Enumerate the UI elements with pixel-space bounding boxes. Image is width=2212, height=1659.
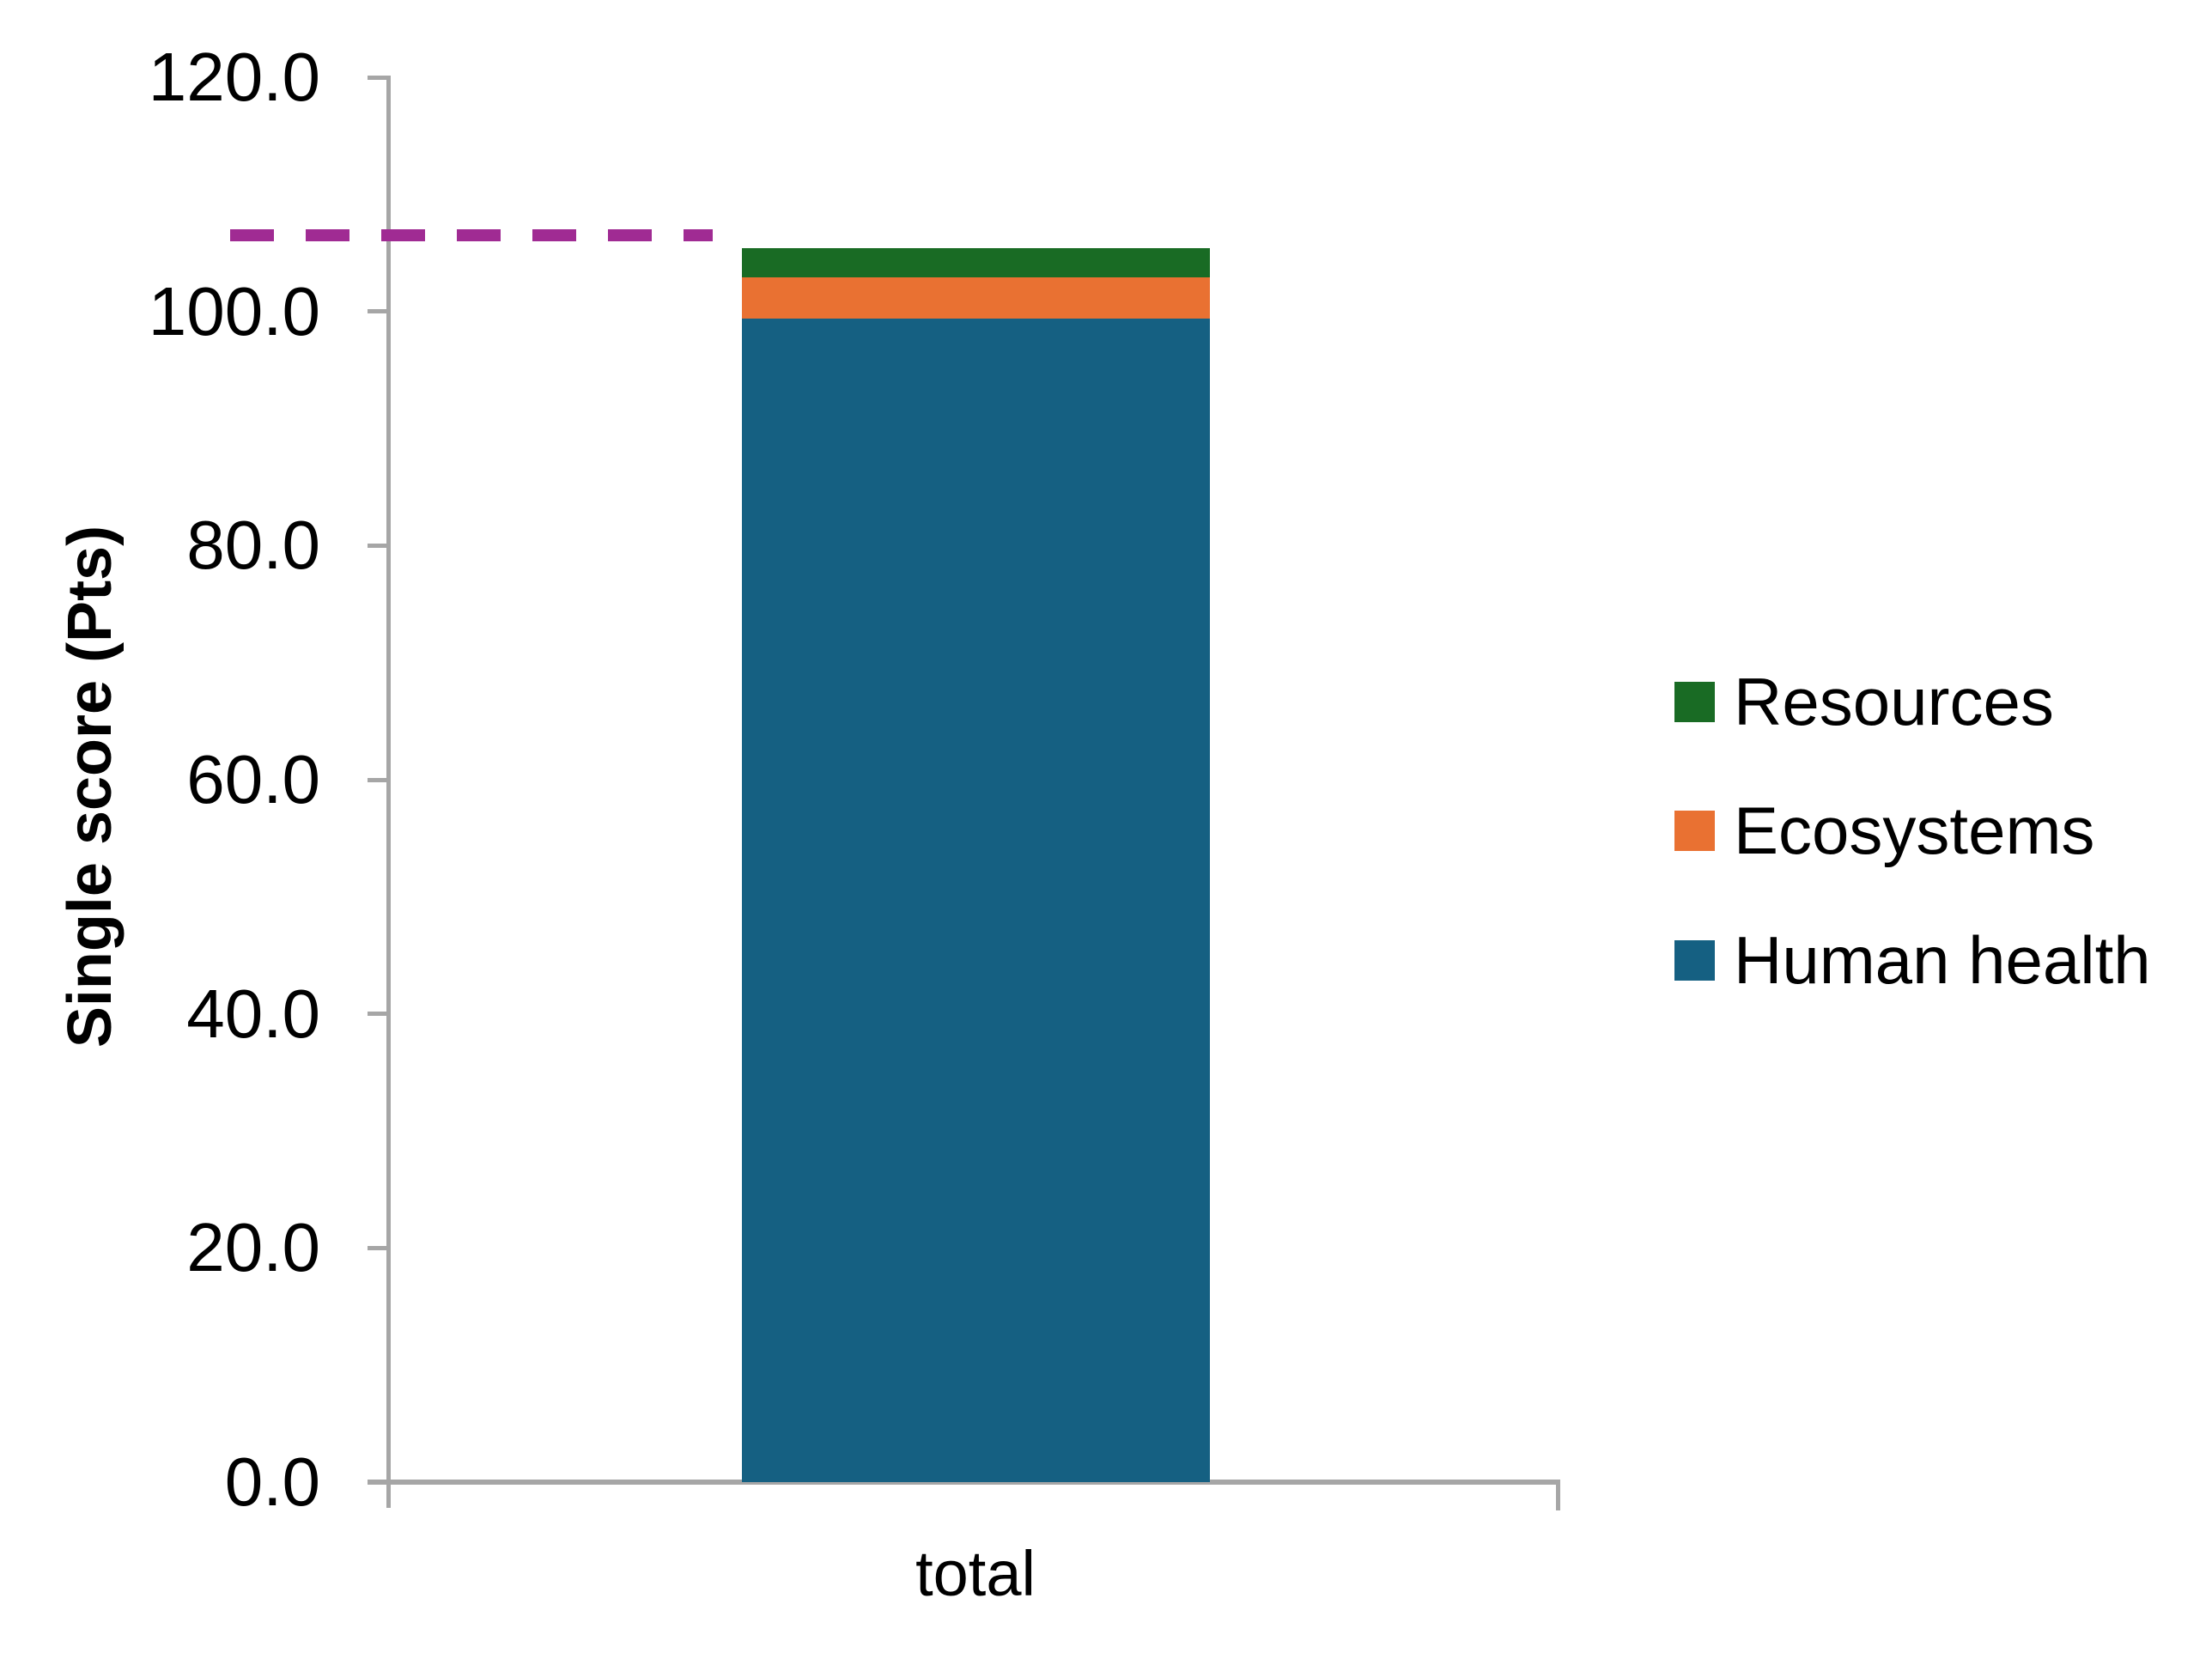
legend-label-resources: Resources — [1734, 664, 2054, 739]
y-tick-label-100.0: 100.0 — [148, 272, 320, 349]
y-tick-label-40.0: 40.0 — [186, 975, 320, 1052]
y-tick-label-120.0: 120.0 — [148, 39, 320, 115]
legend-label-ecosystems: Ecosystems — [1734, 793, 2095, 868]
legend-item-ecosystems: Ecosystems — [1674, 783, 2094, 878]
legend: Resources Ecosystems Human health — [1674, 0, 2207, 1659]
x-category-label: total — [915, 1538, 1036, 1609]
y-tick-mark-20 — [368, 1245, 391, 1250]
y-tick-mark-80 — [368, 543, 391, 548]
legend-swatch-ecosystems — [1674, 810, 1715, 851]
bar-segment-human-health — [741, 318, 1210, 1482]
y-tick-label-80.0: 80.0 — [186, 507, 320, 584]
y-tick-mark-120 — [368, 75, 391, 80]
legend-item-resources: Resources — [1674, 654, 2054, 749]
legend-item-human-health: Human health — [1674, 913, 2151, 1007]
y-axis-line — [386, 76, 391, 1508]
y-tick-label-60.0: 60.0 — [186, 741, 320, 817]
legend-label-human-health: Human health — [1734, 922, 2151, 998]
y-tick-mark-40 — [368, 1012, 391, 1017]
y-tick-label-20.0: 20.0 — [186, 1209, 320, 1286]
y-tick-mark-100 — [368, 309, 391, 314]
legend-swatch-resources — [1674, 681, 1715, 722]
y-tick-label-0.0: 0.0 — [224, 1443, 320, 1520]
reference-dashed-line — [230, 229, 713, 242]
bar-segment-resources — [741, 248, 1210, 278]
x-axis-end-tick — [1556, 1482, 1560, 1510]
legend-swatch-human-health — [1674, 939, 1715, 981]
x-axis-line — [368, 1480, 1560, 1485]
bar-segment-ecosystems — [741, 277, 1210, 319]
y-tick-mark-60 — [368, 777, 391, 782]
